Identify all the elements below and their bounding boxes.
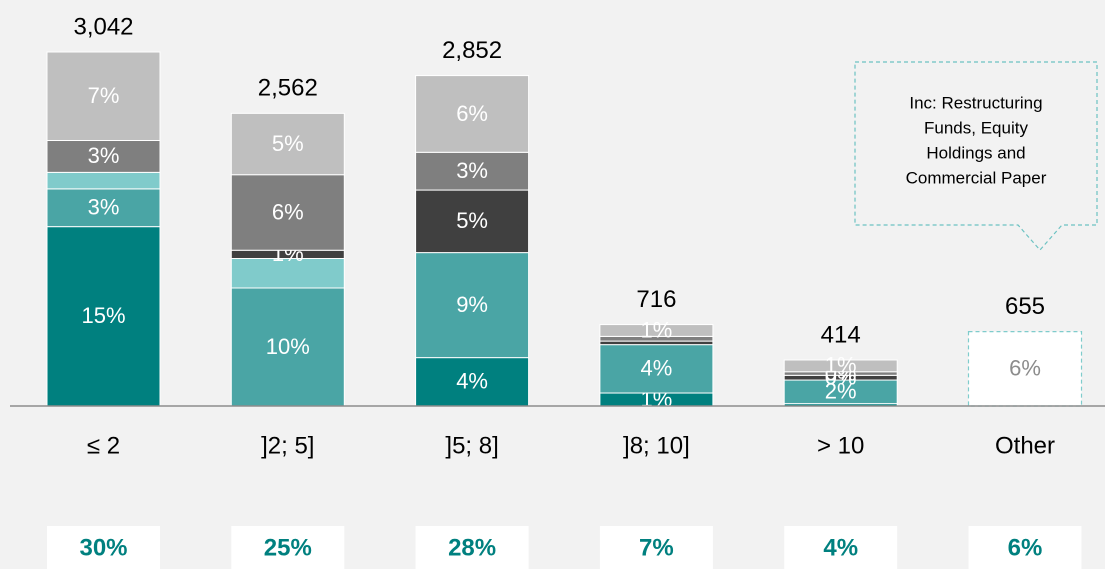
x-tick-label: ≤ 2 <box>87 432 120 459</box>
annotation-callout <box>854 61 1098 251</box>
segment-label: 6% <box>456 101 488 126</box>
bar-segment <box>415 151 530 191</box>
bar-segment <box>415 75 530 153</box>
share-label: 6% <box>1008 534 1043 561</box>
share-box <box>599 526 713 569</box>
share-box <box>47 526 160 569</box>
segment-label: 1% <box>825 353 857 378</box>
annotation-line: Commercial Paper <box>906 168 1047 187</box>
share-box <box>784 526 898 569</box>
segment-label: 7% <box>88 83 120 108</box>
annotation-line: Holdings and <box>926 143 1025 162</box>
bar-segment <box>783 359 898 373</box>
segment-label: 6% <box>272 199 304 224</box>
bar-segment <box>46 51 161 141</box>
annotation-line: Inc: Restructuring <box>909 93 1042 112</box>
share-box <box>968 526 1082 569</box>
bar-segment <box>415 357 530 407</box>
bar-segment <box>46 140 161 173</box>
x-tick-label: ]2; 5] <box>261 432 314 459</box>
total-label: 3,042 <box>73 13 133 40</box>
bar-segment <box>599 344 714 394</box>
bar-segment <box>967 331 1083 407</box>
share-label: 30% <box>79 534 127 561</box>
segment-label: 3% <box>456 158 488 183</box>
bar-segment <box>230 258 345 289</box>
segment-label: 4% <box>641 356 673 381</box>
x-tick-label: Other <box>995 432 1055 459</box>
share-box <box>415 526 529 569</box>
total-label: 414 <box>821 321 861 348</box>
bar-segment <box>230 287 345 407</box>
total-label: 655 <box>1005 293 1045 320</box>
bar-segment <box>599 324 714 337</box>
segment-label: 5% <box>456 208 488 233</box>
bar-segment <box>46 188 161 228</box>
segment-label: 10% <box>266 334 310 359</box>
annotation: Inc: Restructuring Funds, Equity Holdings … <box>906 93 1047 187</box>
share-label: 7% <box>639 534 674 561</box>
share-box <box>231 526 345 569</box>
total-label: 2,562 <box>258 75 318 102</box>
annotation-line: Funds, Equity <box>924 118 1028 137</box>
bar-segment <box>230 112 345 176</box>
x-tick-label: > 10 <box>817 432 864 459</box>
total-label: 716 <box>636 286 676 313</box>
segment-label: 2% <box>825 379 857 404</box>
segment-label: 1% <box>641 317 673 342</box>
segment-label: 3% <box>88 195 120 220</box>
share-label: 4% <box>823 534 858 561</box>
bar-segment <box>415 252 530 359</box>
segment-label: 6% <box>1009 356 1041 381</box>
segment-label: 5% <box>272 131 304 156</box>
x-tick-label: ]8; 10] <box>623 432 690 459</box>
total-label: 2,852 <box>442 37 502 64</box>
segment-label: 4% <box>456 369 488 394</box>
segment-label: 3% <box>88 143 120 168</box>
x-tick-label: ]5; 8] <box>445 432 498 459</box>
segment-label: 15% <box>81 303 125 328</box>
segment-label: 9% <box>456 292 488 317</box>
share-label: 28% <box>448 534 496 561</box>
bar-segment <box>415 189 530 254</box>
bar-segment <box>46 171 161 190</box>
share-label: 25% <box>264 534 312 561</box>
